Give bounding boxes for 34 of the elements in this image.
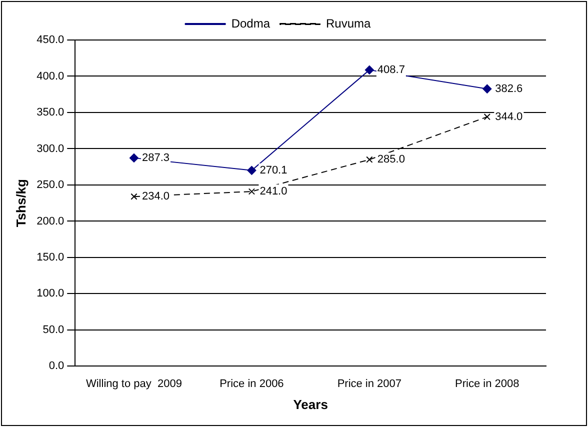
y-tick-label: 450.0 — [36, 34, 64, 46]
y-tick-label: 400.0 — [36, 70, 64, 82]
point — [366, 156, 373, 163]
x-tick-label: Price in 2007 — [337, 378, 402, 390]
y-tick-label: 350.0 — [36, 106, 64, 119]
x-tick-label: Price in 2008 — [455, 378, 520, 390]
data-label: 382.6 — [495, 82, 523, 95]
point — [247, 166, 256, 175]
data-label: 285.0 — [377, 154, 405, 166]
x-axis-title: Years — [293, 396, 328, 412]
y-tick-label: 300.0 — [36, 142, 64, 155]
legend-label: Ruvuma — [326, 16, 372, 30]
y-axis-title: Tshs/kg — [13, 178, 28, 228]
data-label: 234.0 — [142, 190, 170, 203]
point — [248, 188, 256, 195]
y-tick-label: 150.0 — [36, 252, 64, 264]
data-label: 287.3 — [142, 152, 170, 164]
y-tick-label: 50.0 — [42, 324, 64, 336]
point — [130, 193, 138, 200]
y-tick-label: 0.0 — [48, 360, 64, 372]
data-label: 344.0 — [495, 110, 523, 123]
y-tick-label: 250.0 — [36, 179, 64, 192]
data-label: 408.7 — [377, 64, 405, 76]
point — [482, 84, 492, 94]
point — [364, 65, 374, 74]
y-tick-label: 100.0 — [36, 288, 64, 300]
y-tick-label: 200.0 — [36, 215, 64, 228]
x-tick-label: Price in 2006 — [220, 378, 284, 390]
data-label: 241.0 — [260, 186, 288, 198]
legend-label: Dodma — [231, 16, 270, 30]
data-label: 270.1 — [260, 164, 288, 176]
point — [129, 153, 138, 162]
x-tick-label: Willing to pay 2009 — [86, 378, 182, 390]
point — [484, 114, 490, 120]
